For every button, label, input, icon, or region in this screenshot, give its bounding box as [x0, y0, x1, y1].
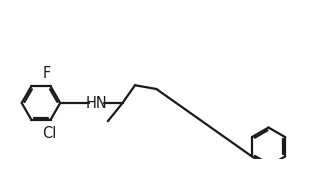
Text: F: F	[43, 66, 51, 81]
Text: Cl: Cl	[42, 126, 56, 141]
Text: HN: HN	[85, 95, 107, 110]
